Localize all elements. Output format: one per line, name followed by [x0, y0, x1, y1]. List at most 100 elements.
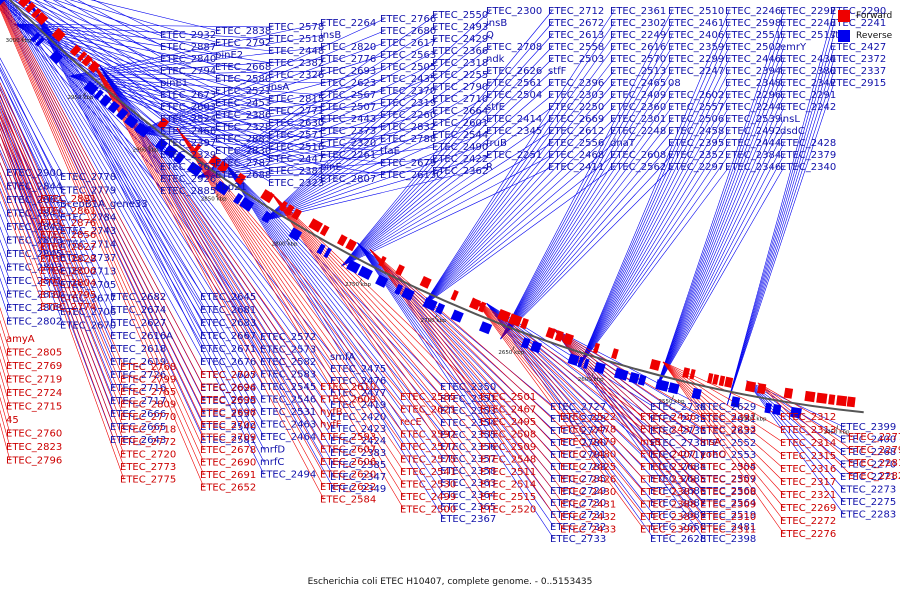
gene-label: stfE — [486, 102, 505, 113]
reverse-gene — [394, 283, 404, 296]
reverse-gene — [316, 243, 326, 255]
gene-label: ETEC_2823 — [6, 442, 62, 453]
scale-tick — [82, 92, 86, 96]
forward-gene — [469, 297, 481, 311]
connector-line — [7, 0, 205, 324]
connector-line — [0, 152, 45, 260]
gene-label: ETEC_2777 — [550, 426, 606, 437]
connector-line — [0, 57, 65, 178]
connector-line — [28, 0, 265, 388]
connector-line — [726, 22, 835, 406]
connector-line — [0, 1, 205, 438]
connector-line — [98, 64, 335, 382]
connector-line — [197, 14, 437, 178]
gene-label: ETEC_2567 — [320, 90, 376, 101]
connector-line — [0, 107, 115, 389]
gene-label: ETEC_2685 — [650, 474, 706, 485]
gene-label: ETEC_2461 — [668, 18, 724, 29]
gene-label: ETEC_2580 — [215, 74, 271, 85]
gene-label: ETEC_2624 — [200, 383, 256, 394]
gene-label: ETEC_2361 — [610, 6, 666, 17]
gene-label: ETEC_2500 — [400, 505, 456, 516]
connector-line — [263, 94, 491, 222]
connector-line — [270, 192, 485, 448]
gene-label: ETEC_2446 — [725, 54, 781, 65]
gene-label: ETEC_2506 — [668, 114, 724, 125]
forward-gene — [724, 376, 734, 388]
connector-line — [0, 0, 205, 426]
gene-label: ETEC_2281 — [848, 458, 900, 469]
gene-label: ETEC_2504 — [486, 90, 542, 101]
connector-line — [3, 0, 205, 363]
gene-label: ETEC_2727 — [550, 402, 606, 413]
gene-label: ETEC_2466 — [160, 126, 216, 137]
gene-label: ETEC_2712 — [548, 6, 604, 17]
gene-label: ETEC_2842 — [6, 222, 62, 233]
gene-label: ETEC_2428 — [780, 138, 836, 149]
connector-line — [500, 46, 673, 340]
forward-gene — [757, 383, 767, 395]
gene-label: ETEC_2509 — [480, 442, 536, 453]
gene-label: ETEC_2293 — [700, 425, 756, 436]
gene-label: ETEC_2670 — [60, 321, 116, 332]
gene-label: ETEC_2367 — [440, 514, 496, 525]
gene-label: ETEC_2772 — [120, 437, 176, 448]
gene-label: ETEC_2276 — [780, 529, 836, 540]
forward-gene — [592, 342, 600, 354]
connector-line — [655, 22, 785, 390]
gene-label: ETEC_2318 — [432, 58, 488, 69]
connector-line — [0, 127, 125, 468]
connector-line — [655, 58, 785, 390]
connector-line — [655, 46, 785, 390]
connector-line — [136, 131, 385, 140]
reverse-gene — [357, 265, 373, 280]
connector-line — [655, 166, 785, 390]
gene-label: stfF — [548, 66, 567, 77]
connector-line — [341, 46, 553, 267]
gene-label: ETEC_2785 — [550, 474, 606, 485]
gene-label: ETEC_2770 — [120, 412, 176, 423]
connector-line — [222, 160, 445, 472]
gene-label: ETEC_2702 — [200, 420, 256, 431]
gene-label: ETEC_2243 — [780, 18, 836, 29]
forward-gene — [319, 224, 330, 237]
gene-label: ETEC_2495 — [480, 417, 536, 428]
gene-label: ETEC_2743 — [60, 226, 116, 237]
connector-line — [88, 54, 325, 475]
gene-label: ETEC_2570 — [610, 54, 666, 65]
connector-line — [473, 297, 645, 530]
legend-reverse-label: Reverse — [856, 31, 893, 41]
gene-label: ETEC_2558 — [548, 42, 604, 53]
gene-label: ETEC_2664 — [432, 106, 488, 117]
forward-gene — [836, 395, 848, 407]
gene-label: ETEC_2765 — [120, 387, 176, 398]
scale-tick-label: 2600 kbp — [578, 377, 604, 383]
reverse-gene — [614, 367, 629, 381]
reverse-gene — [239, 197, 255, 212]
connector-line — [176, 127, 405, 510]
gene-label: ETEC_2479 — [560, 437, 616, 448]
gene-label: ETEC_2502 — [725, 42, 781, 53]
connector-line — [369, 249, 565, 505]
connector-line — [98, 64, 335, 418]
gene-label: ETEC_2557 — [668, 102, 724, 113]
gene-label: ETEC_2698 — [200, 408, 256, 419]
gene-label: ETEC_2652 — [200, 483, 256, 494]
gene-label: ETEC_2598 — [725, 18, 781, 29]
gene-label: ETEC_2795 — [40, 290, 96, 301]
gene-label: ETEC_2382 — [268, 58, 324, 69]
connector-line — [578, 34, 730, 367]
scale-tick — [147, 145, 151, 149]
connector-line — [578, 94, 730, 367]
gene-label: ETEC_2544 — [432, 130, 488, 141]
connector-line — [655, 118, 785, 390]
gene-label: ETEC_2353 — [440, 406, 496, 417]
connector-line — [726, 82, 835, 406]
connector-line — [16, 0, 220, 116]
connector-line — [136, 66, 385, 133]
gene-label: ETEC_2310 — [700, 512, 756, 523]
gene-label: ETEC_2510 — [668, 6, 724, 17]
connector-line — [0, 8, 205, 488]
connector-line — [553, 328, 705, 480]
gene-label: ETEC_2521 — [215, 86, 271, 97]
